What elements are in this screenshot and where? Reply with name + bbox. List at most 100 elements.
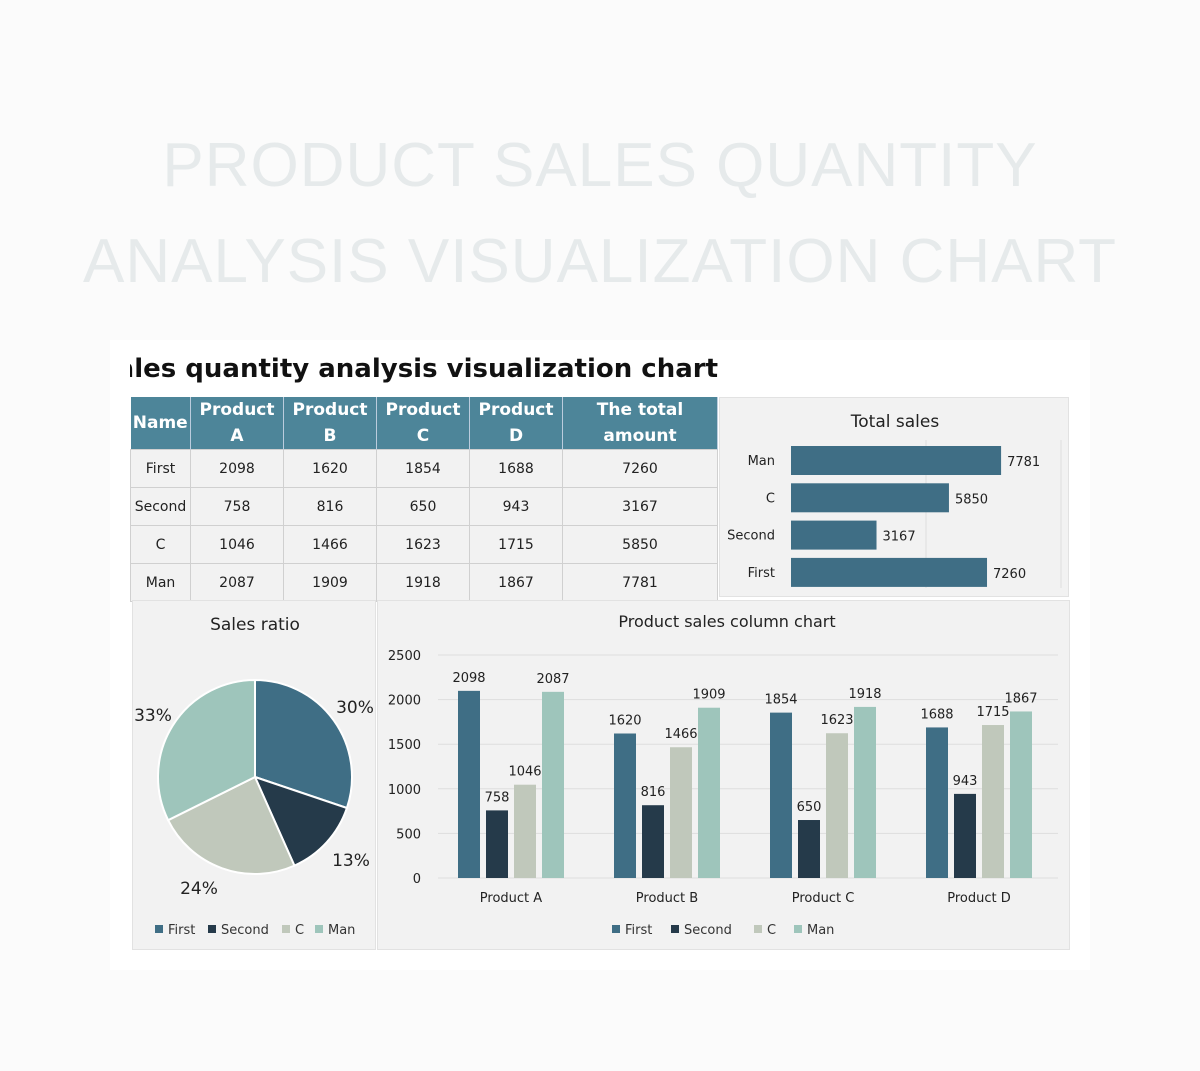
data-label: 1623 <box>820 713 853 728</box>
data-label: 2098 <box>452 671 485 686</box>
data-label: 1909 <box>692 688 725 703</box>
percent-label: 13% <box>332 851 370 871</box>
column-bar <box>770 712 792 878</box>
column-header: Product B <box>283 397 377 450</box>
y-tick-label: 500 <box>396 827 421 842</box>
data-label: 1918 <box>848 687 881 702</box>
y-tick-label: 1000 <box>388 783 421 798</box>
bar <box>791 483 949 513</box>
y-tick-label: 0 <box>413 872 421 887</box>
column-bar <box>954 793 976 878</box>
percent-label: 33% <box>134 706 172 726</box>
column-bar <box>826 733 848 878</box>
column-bar <box>698 707 720 878</box>
data-label: 2087 <box>536 672 569 687</box>
column-header: The total amount <box>562 397 718 450</box>
table-cell: 1918 <box>376 563 470 602</box>
column-bar <box>670 747 692 878</box>
pie-slice <box>157 678 256 822</box>
page-title-line-2: ANALYSIS VISUALIZATION CHART <box>82 227 1118 296</box>
y-tick-label: 2000 <box>388 694 421 709</box>
legend-label: First <box>168 923 195 938</box>
sheet-title-text: Product sales quantity analysis visualiz… <box>130 354 718 384</box>
table-cell: 2098 <box>190 449 284 488</box>
column-bar <box>458 690 480 878</box>
table-row: Second 758 816 650 943 3167 <box>130 487 718 526</box>
chart-title: Total sales <box>850 412 940 432</box>
page-title-line-1: PRODUCT SALES QUANTITY <box>162 131 1038 200</box>
table-cell: 650 <box>376 487 470 526</box>
legend-label: Second <box>221 923 269 938</box>
legend-label: Second <box>684 923 732 938</box>
category-label: C <box>766 491 775 506</box>
legend-label: First <box>625 923 652 938</box>
legend-label: Man <box>807 923 834 938</box>
data-label: 1620 <box>608 713 641 728</box>
table-cell: 1909 <box>283 563 377 602</box>
column-bar <box>926 727 948 878</box>
x-tick-label: Product A <box>480 891 542 906</box>
data-label: 758 <box>485 790 510 805</box>
table-cell: 3167 <box>562 487 718 526</box>
total-sales-chart: Total sales Man 7781 C 5850 Second 3167 First 72… <box>727 412 1062 588</box>
table-row: Man 2087 1909 1918 1867 7781 <box>130 563 718 602</box>
legend-swatch <box>612 925 620 933</box>
bar <box>791 446 1002 475</box>
page-title: PRODUCT SALES QUANTITY ANALYSIS VISUALIZ… <box>0 118 1200 310</box>
legend-swatch <box>208 925 216 933</box>
column-bar <box>1010 711 1032 878</box>
x-tick-label: Product B <box>636 891 698 906</box>
legend-swatch <box>282 925 290 933</box>
column-bar <box>854 706 876 878</box>
data-label: 816 <box>641 785 666 800</box>
table-cell: 1620 <box>283 449 377 488</box>
data-label: 1854 <box>764 693 797 708</box>
table-row: First 2098 1620 1854 1688 7260 <box>130 449 718 488</box>
data-label: 7260 <box>993 567 1026 582</box>
y-tick-label: 2500 <box>388 649 421 664</box>
table-cell: 1466 <box>283 525 377 564</box>
data-label: 7781 <box>1007 455 1040 470</box>
data-label: 650 <box>797 800 822 815</box>
category-label: Second <box>727 529 775 544</box>
column-bar <box>514 784 536 878</box>
table-cell: 7260 <box>562 449 718 488</box>
column-bar <box>982 725 1004 878</box>
column-header: Name <box>130 397 191 450</box>
data-table: Name Product A Product B Product C Product D… <box>130 397 718 602</box>
data-label: 5850 <box>955 492 988 507</box>
data-label: 1466 <box>664 727 697 742</box>
table-cell: 758 <box>190 487 284 526</box>
legend-swatch <box>794 925 802 933</box>
table-cell: 943 <box>469 487 563 526</box>
y-tick-label: 1500 <box>388 738 421 753</box>
chart-title: Sales ratio <box>210 615 300 635</box>
legend-swatch <box>315 925 323 933</box>
category-label: First <box>748 566 775 581</box>
table-cell: Man <box>130 563 191 602</box>
column-header: Product D <box>469 397 563 450</box>
data-label: 1715 <box>976 705 1009 720</box>
table-cell: 1715 <box>469 525 563 564</box>
data-label: 1867 <box>1004 691 1037 706</box>
table-cell: 816 <box>283 487 377 526</box>
data-label: 1046 <box>508 765 541 780</box>
legend-swatch <box>754 925 762 933</box>
table-cell: 7781 <box>562 563 718 602</box>
data-label: 943 <box>953 774 978 789</box>
pie-slice <box>253 775 349 867</box>
total-sales-panel: Total sales Man 7781 C 5850 Second 3167 First 72… <box>719 397 1069 597</box>
pie-slice <box>254 678 353 810</box>
legend-swatch <box>155 925 163 933</box>
column-bar <box>542 691 564 878</box>
product-sales-column-chart: Product sales column chart 0 500 1000 1500 20… <box>388 612 1058 938</box>
data-label: 1688 <box>920 707 953 722</box>
column-bar <box>798 820 820 878</box>
column-bar <box>642 805 664 878</box>
table-cell: 2087 <box>190 563 284 602</box>
table-cell: 1867 <box>469 563 563 602</box>
column-header: Product C <box>376 397 470 450</box>
pie-slice <box>166 775 296 875</box>
x-tick-label: Product C <box>792 891 855 906</box>
sales-ratio-panel: Sales ratio 30% 13% 24% 33% First Second C Man <box>132 600 376 950</box>
